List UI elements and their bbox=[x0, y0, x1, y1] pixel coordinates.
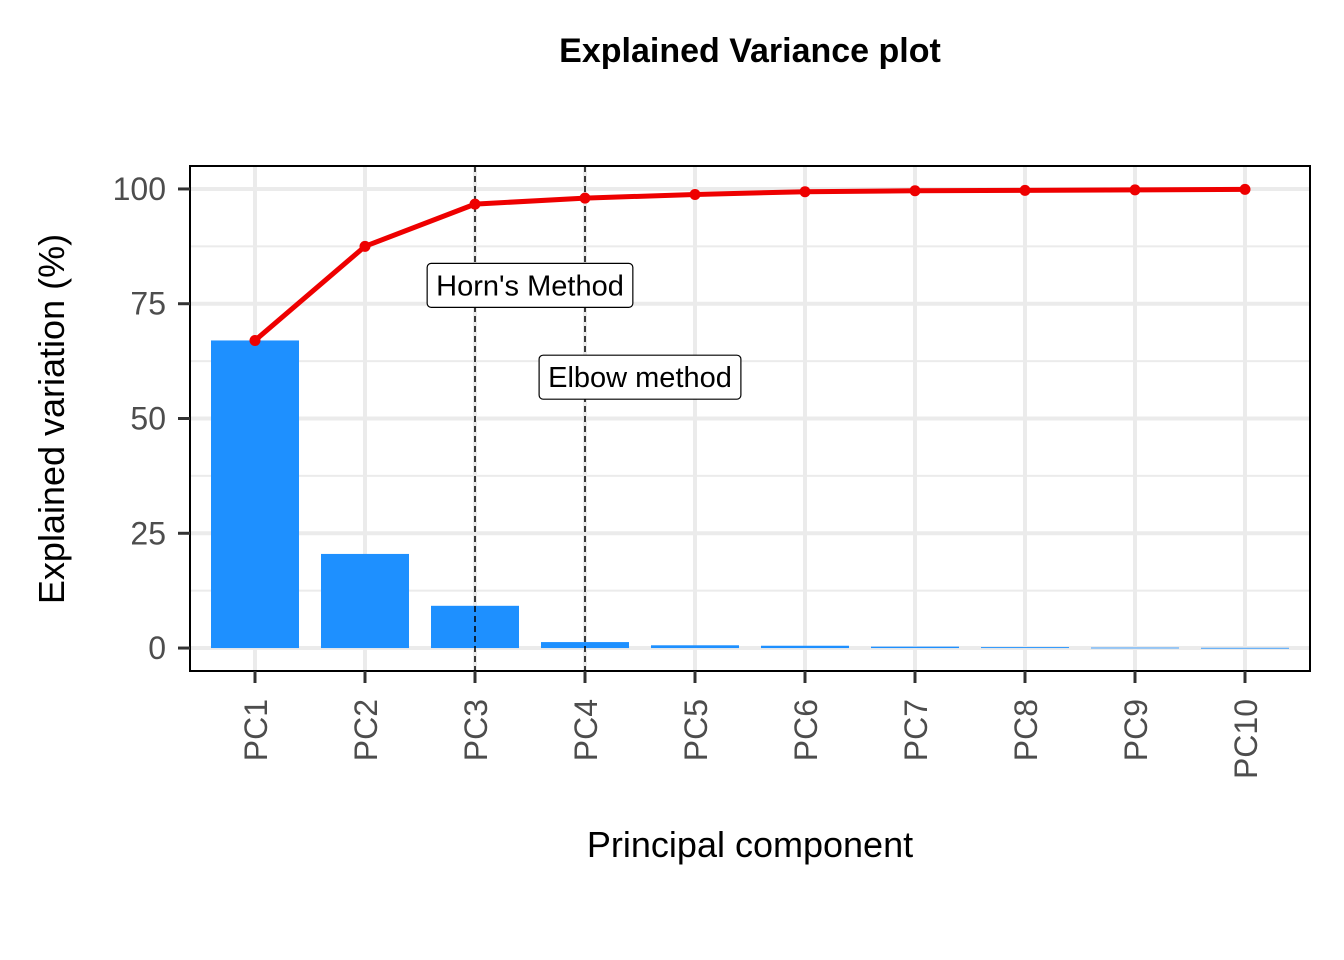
x-axis-title: Principal component bbox=[587, 824, 913, 865]
y-tick-label: 0 bbox=[148, 630, 166, 666]
bar-pc5 bbox=[651, 645, 739, 649]
y-tick-label: 50 bbox=[130, 401, 166, 437]
x-tick-label-pc10: PC10 bbox=[1228, 699, 1264, 779]
y-axis-title: Explained variation (%) bbox=[31, 234, 72, 604]
annotation-label: Horn's Method bbox=[436, 270, 624, 302]
x-tick-label-pc7: PC7 bbox=[898, 699, 934, 761]
cumulative-point-pc7 bbox=[909, 185, 921, 197]
cumulative-point-pc10 bbox=[1239, 183, 1251, 195]
x-tick-label-pc1: PC1 bbox=[238, 699, 274, 761]
cumulative-point-pc3 bbox=[469, 198, 481, 210]
bar-pc10 bbox=[1201, 647, 1289, 649]
bar-pc8 bbox=[981, 647, 1069, 649]
y-tick-label: 100 bbox=[113, 171, 166, 207]
plot-area: Horn's Method Elbow method 0 25 50 75 100 PC1 PC… bbox=[113, 165, 1311, 779]
y-tick-label: 75 bbox=[130, 286, 166, 322]
cumulative-point-pc2 bbox=[359, 240, 371, 252]
cumulative-point-pc1 bbox=[249, 334, 261, 346]
annotation-pc4: Elbow method bbox=[538, 354, 742, 400]
chart-title: Explained Variance plot bbox=[559, 32, 941, 70]
cumulative-point-pc6 bbox=[799, 186, 811, 198]
bar-pc9 bbox=[1091, 647, 1179, 649]
bar-pc6 bbox=[761, 645, 849, 649]
cumulative-point-pc4 bbox=[579, 192, 591, 204]
annotation-box bbox=[538, 354, 742, 400]
bar-pc1 bbox=[211, 340, 299, 649]
x-tick-label-pc2: PC2 bbox=[348, 699, 384, 761]
cumulative-point-pc8 bbox=[1019, 184, 1031, 196]
y-tick-label: 25 bbox=[130, 515, 166, 551]
x-tick-label-pc8: PC8 bbox=[1008, 699, 1044, 761]
x-tick-label-pc6: PC6 bbox=[788, 699, 824, 761]
cumulative-line bbox=[253, 186, 1246, 343]
x-tick-label-pc4: PC4 bbox=[568, 699, 604, 761]
bar-pc7 bbox=[871, 646, 959, 649]
cumulative-point-pc9 bbox=[1129, 184, 1141, 196]
x-tick-label-pc9: PC9 bbox=[1118, 699, 1154, 761]
annotation-label: Elbow method bbox=[548, 362, 732, 394]
bar-pc4 bbox=[541, 642, 629, 649]
cumulative-point-pc5 bbox=[689, 188, 701, 200]
bar-pc2 bbox=[321, 553, 409, 649]
annotation-pc3: Horn's Method bbox=[426, 262, 634, 308]
x-tick-label-pc3: PC3 bbox=[458, 699, 494, 761]
annotation-box bbox=[426, 262, 634, 308]
x-tick-label-pc5: PC5 bbox=[678, 699, 714, 761]
